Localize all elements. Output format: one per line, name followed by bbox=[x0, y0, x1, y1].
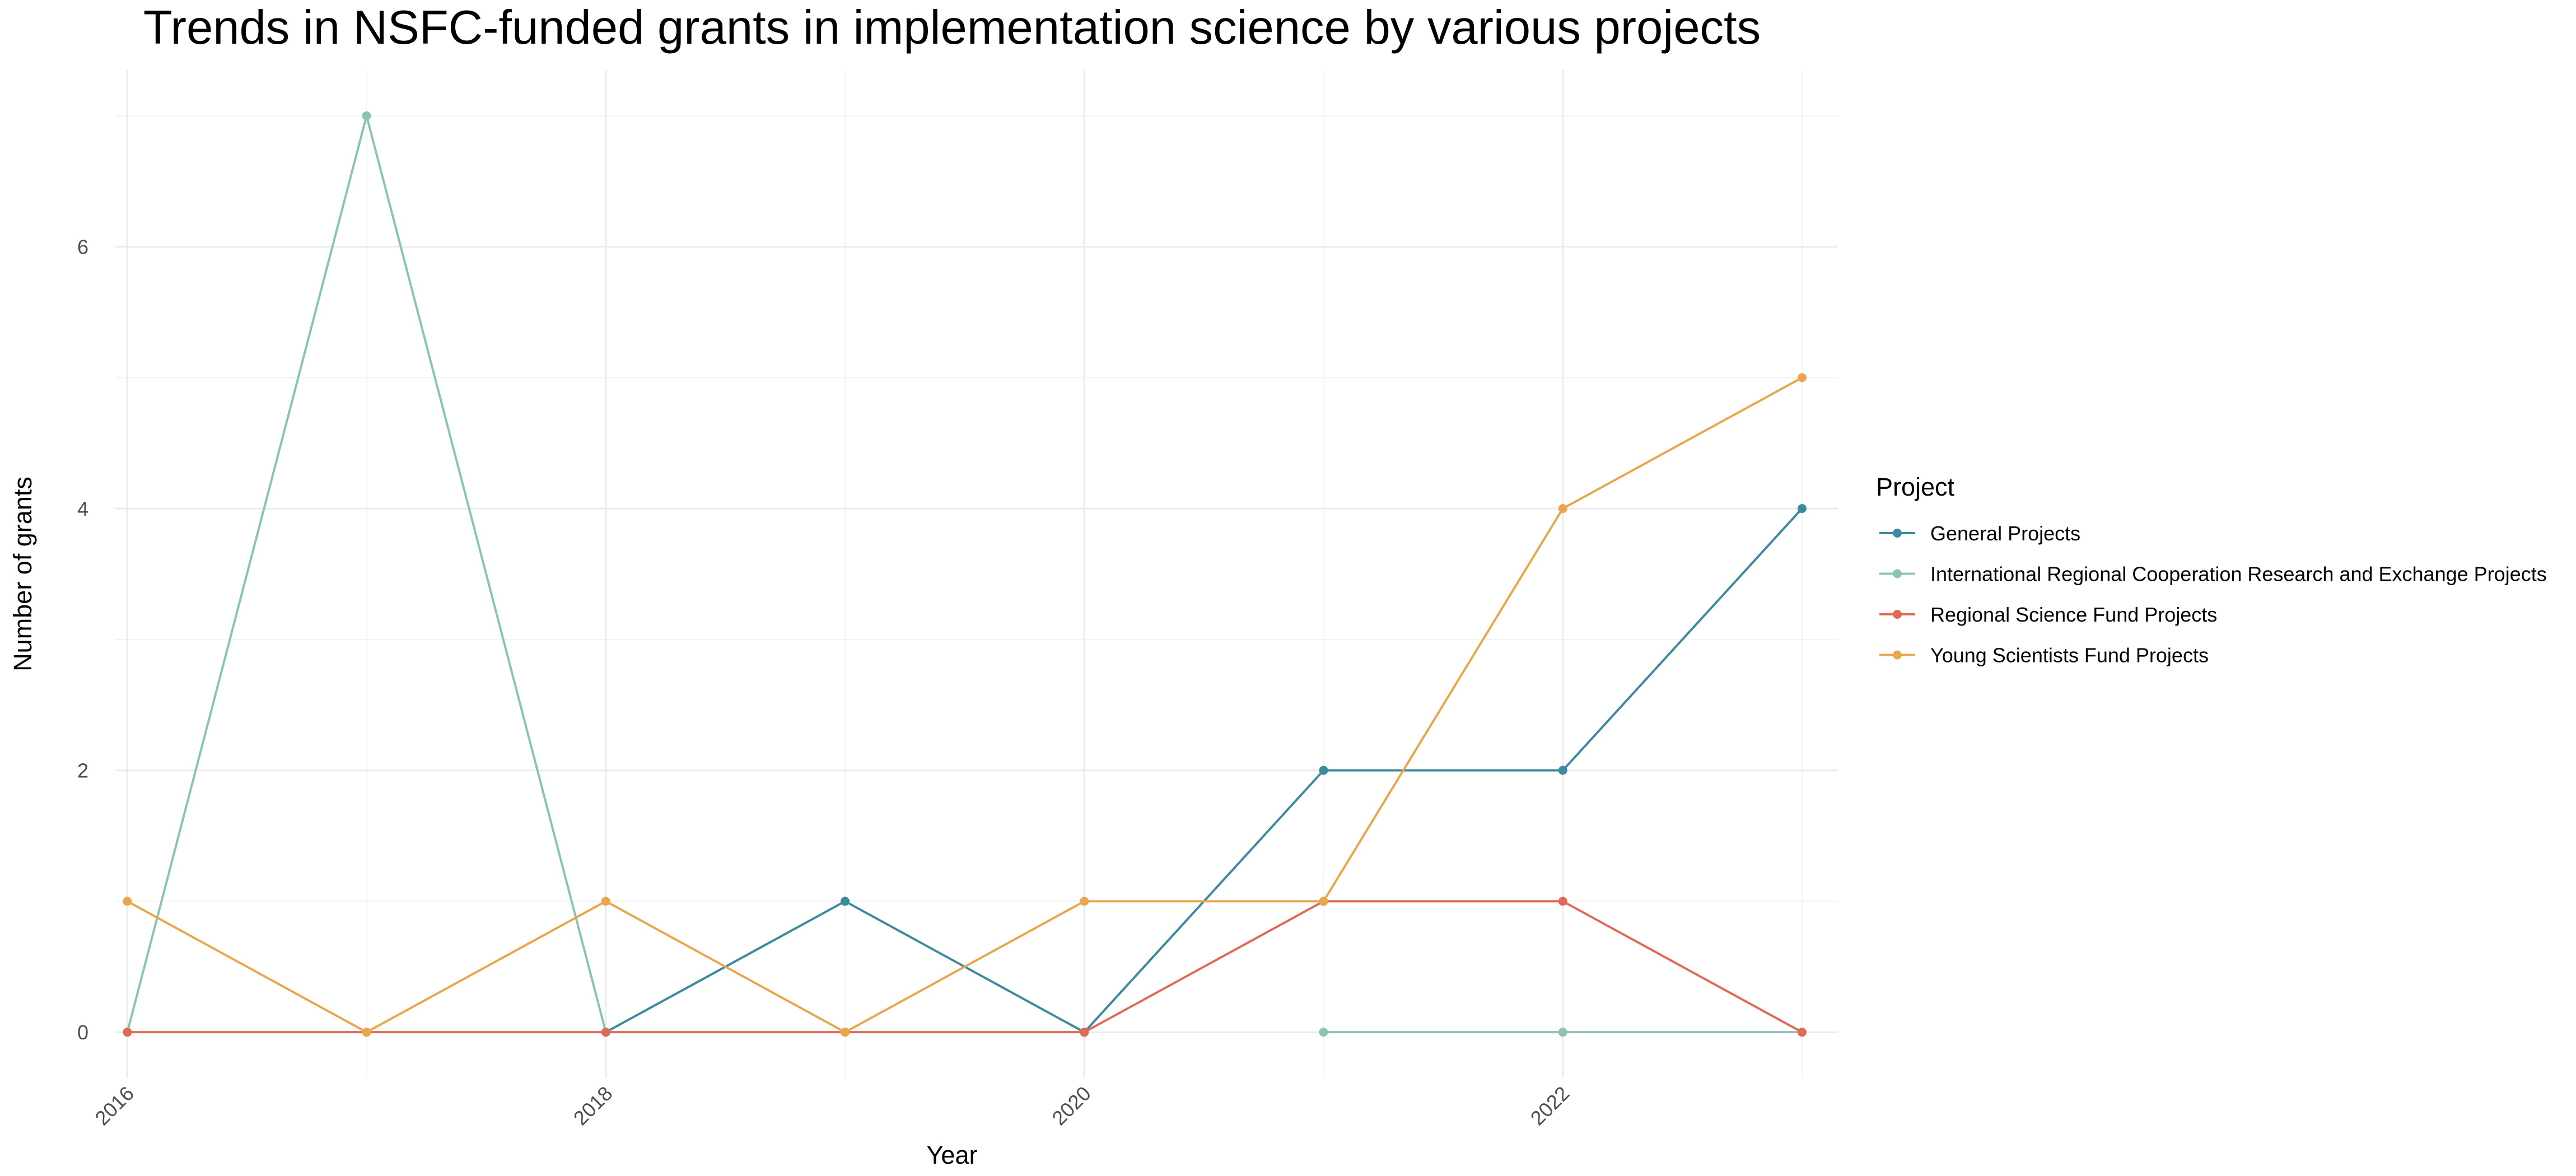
data-point bbox=[841, 897, 850, 906]
legend-title: Project bbox=[1876, 473, 1955, 501]
x-tick-label: 2022 bbox=[1526, 1082, 1574, 1130]
data-point bbox=[1319, 1028, 1328, 1037]
legend-item: Young Scientists Fund Projects bbox=[1879, 644, 2209, 667]
legend-key-point bbox=[1893, 610, 1902, 619]
x-tick-label: 2020 bbox=[1047, 1082, 1095, 1130]
data-point bbox=[1558, 1028, 1567, 1037]
legend-item: Regional Science Fund Projects bbox=[1879, 603, 2217, 626]
y-tick-label: 0 bbox=[77, 1021, 88, 1044]
data-point bbox=[362, 1028, 371, 1037]
data-point bbox=[841, 1028, 850, 1037]
legend-label: International Regional Cooperation Resea… bbox=[1930, 563, 2547, 586]
y-tick-label: 4 bbox=[77, 497, 88, 520]
data-point bbox=[1797, 504, 1807, 514]
legend-label: General Projects bbox=[1930, 522, 2080, 545]
data-point bbox=[123, 897, 132, 906]
x-tick-label: 2016 bbox=[90, 1082, 138, 1130]
data-point bbox=[1080, 1028, 1089, 1037]
data-point bbox=[1558, 504, 1567, 514]
series-line bbox=[127, 376, 1803, 1034]
data-point bbox=[601, 1028, 610, 1037]
data-point bbox=[1558, 766, 1567, 775]
data-point bbox=[1797, 1028, 1807, 1037]
series bbox=[123, 111, 1807, 1037]
data-point bbox=[1558, 897, 1567, 906]
legend-key-point bbox=[1893, 529, 1902, 538]
y-axis-title: Number of grants bbox=[8, 477, 37, 671]
y-tick-label: 2 bbox=[77, 759, 88, 782]
grid bbox=[115, 70, 1838, 1078]
data-point bbox=[1797, 373, 1807, 382]
legend-label: Regional Science Fund Projects bbox=[1930, 603, 2217, 626]
legend-label: Young Scientists Fund Projects bbox=[1930, 644, 2209, 667]
y-tick-label: 6 bbox=[77, 236, 88, 259]
data-point bbox=[123, 1028, 132, 1037]
legend-key-point bbox=[1893, 650, 1902, 660]
data-point bbox=[362, 111, 371, 120]
chart-title: Trends in NSFC-funded grants in implemen… bbox=[143, 1, 1761, 54]
legend-key-point bbox=[1893, 569, 1902, 578]
legend-item: International Regional Cooperation Resea… bbox=[1879, 563, 2547, 586]
data-point bbox=[601, 897, 610, 906]
data-point bbox=[1319, 897, 1328, 906]
x-tick-label: 2018 bbox=[569, 1082, 617, 1130]
y-axis: 0 2 4 6 bbox=[77, 236, 88, 1044]
plot-area bbox=[123, 111, 1807, 1037]
x-axis-title: Year bbox=[927, 1141, 978, 1169]
legend-item: General Projects bbox=[1879, 522, 2080, 545]
x-axis: 2016 2018 2020 2022 bbox=[90, 1082, 1574, 1130]
series bbox=[123, 373, 1807, 1037]
legend: Project General Projects International Re… bbox=[1876, 473, 2547, 667]
series-line bbox=[127, 900, 1803, 1034]
data-point bbox=[1080, 897, 1089, 906]
data-point bbox=[1319, 766, 1328, 775]
